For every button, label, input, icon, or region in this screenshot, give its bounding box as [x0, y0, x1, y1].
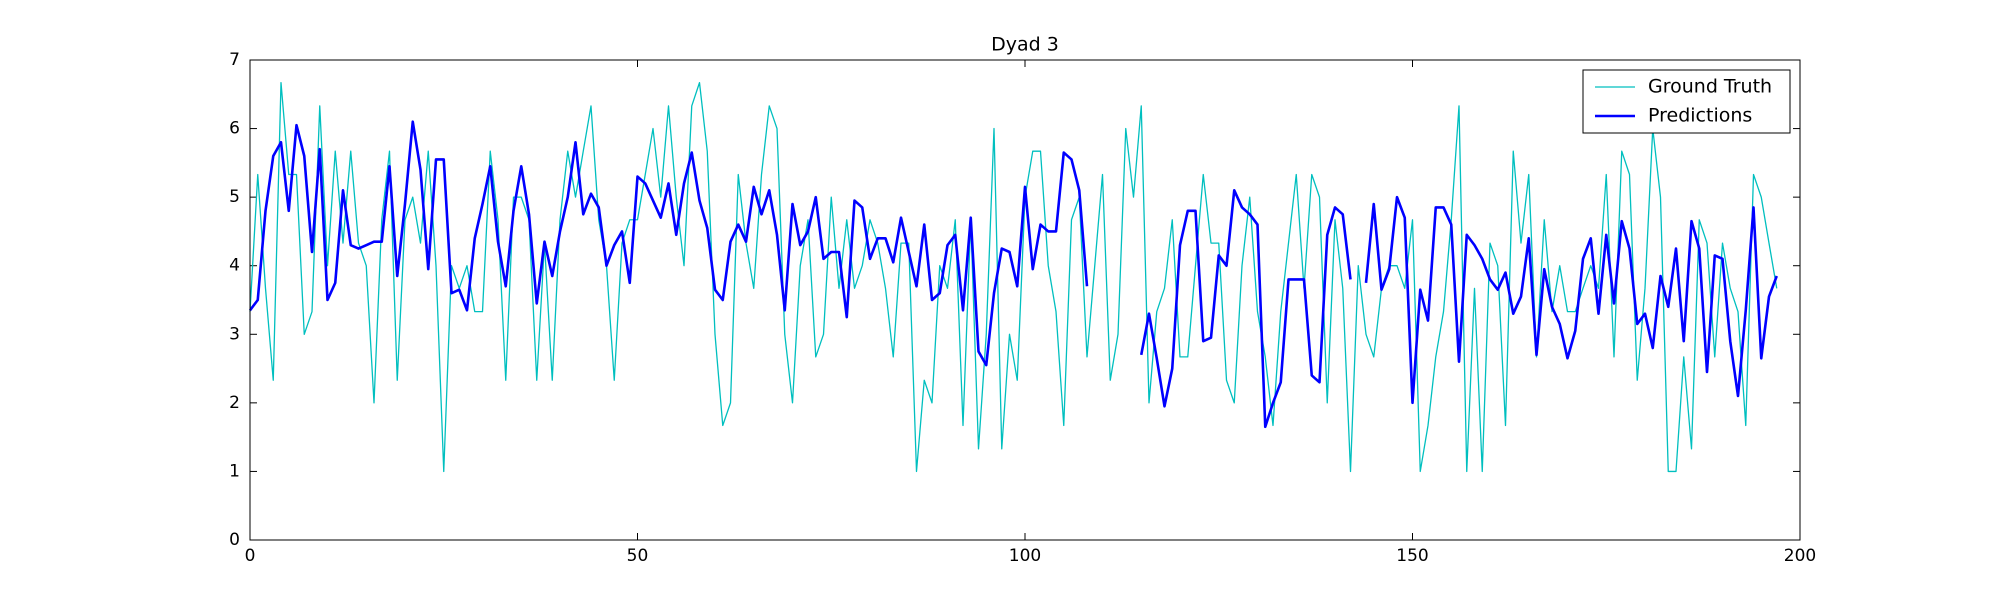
x-tick-label: 150 [1396, 546, 1428, 566]
legend-label: Predictions [1648, 105, 1752, 127]
y-tick-label: 2 [229, 393, 240, 413]
y-tick-label: 6 [229, 119, 240, 139]
legend-label: Ground Truth [1648, 76, 1772, 98]
y-tick-label: 5 [229, 187, 240, 207]
x-tick-label: 100 [1009, 546, 1041, 566]
axes-frame [249, 59, 1801, 541]
y-tick-label: 3 [229, 324, 240, 344]
y-tick-label: 1 [229, 461, 240, 481]
y-tick-label: 4 [229, 256, 240, 276]
y-tick-label: 0 [229, 530, 240, 550]
y-tick-label: 7 [229, 50, 240, 70]
x-tick-label: 50 [627, 546, 649, 566]
chart-title: Dyad 3 [991, 34, 1059, 56]
x-tick-label: 0 [245, 546, 256, 566]
x-tick-label: 200 [1784, 546, 1816, 566]
series-line [249, 81, 1778, 473]
series-line [248, 120, 1778, 429]
legend-box [1582, 69, 1791, 134]
